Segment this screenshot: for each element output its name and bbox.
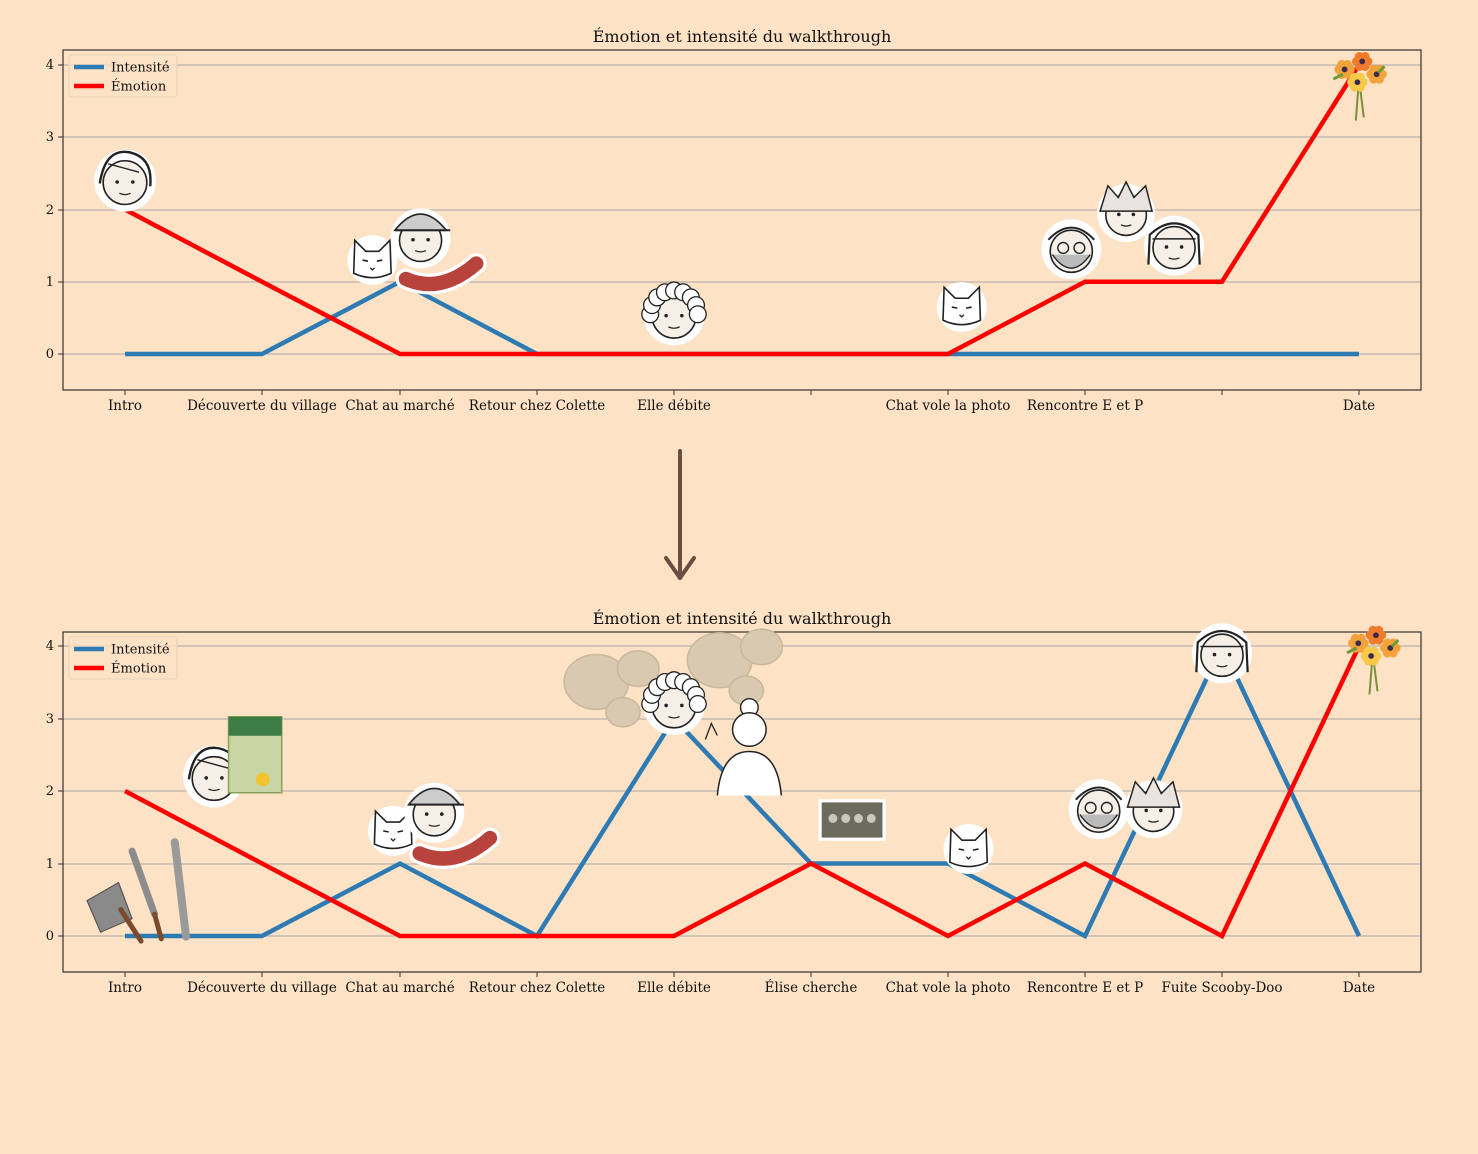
bearded-man-icon [1041, 219, 1102, 280]
x-tick-label: Élise cherche [765, 980, 858, 996]
legend-label: Intensité [111, 61, 170, 76]
y-tick-label: 0 [46, 347, 54, 362]
x-tick-label: Chat au marché [345, 398, 454, 414]
y-tick-label: 1 [46, 857, 54, 872]
x-tick-label: Chat vole la photo [886, 398, 1011, 414]
cat-head-icon [347, 235, 398, 286]
x-tick-label: Chat au marché [345, 980, 454, 996]
x-tick-label: Date [1343, 398, 1375, 414]
y-tick-label: 2 [46, 784, 54, 799]
series-line-emotion [123, 63, 1361, 357]
chart-title: Émotion et intensité du walkthrough [593, 26, 892, 46]
bob-hair-girl-icon [1192, 623, 1252, 684]
y-tick-label: 2 [46, 203, 54, 218]
girl-portrait-icon [94, 149, 156, 212]
y-tick-label: 0 [46, 929, 54, 944]
cat-head-icon [943, 824, 994, 874]
x-tick-label: Chat vole la photo [886, 980, 1011, 996]
x-tick-label: Elle débite [637, 980, 711, 996]
grandma-portrait-icon [641, 671, 707, 735]
cat-head-icon [936, 282, 987, 333]
legend-label: Émotion [111, 661, 167, 677]
x-tick-label: Découverte du village [187, 398, 337, 414]
legend: Intensité Émotion [68, 54, 178, 98]
old-man-cap-icon [390, 208, 451, 269]
sausage-icon [395, 253, 487, 295]
old-photo-icon [818, 799, 886, 841]
y-tick-label: 4 [46, 58, 54, 73]
flower-bouquet-icon [1332, 51, 1387, 121]
series-line-intensite [125, 279, 1359, 357]
legend-label: Intensité [111, 643, 170, 658]
legend: Intensité Émotion [68, 636, 178, 680]
seed-packet-icon [227, 716, 283, 794]
arrow-head [664, 556, 696, 580]
y-tick-label: 4 [46, 639, 54, 654]
series-line-emotion [123, 645, 1362, 940]
down-arrow-icon [664, 449, 696, 580]
spiky-hair-boy-icon [1124, 776, 1183, 839]
y-tick-label: 3 [46, 712, 54, 727]
chart-before: Émotion et intensité du walkthrough 0 1 2 3 4… [46, 26, 1422, 414]
old-man-cap-icon [404, 782, 465, 843]
speech-bubbles-icon [563, 650, 660, 728]
chart-after: Émotion et intensité du walkthrough 0 1 2 3 4… [46, 608, 1422, 996]
bearded-man-icon [1068, 779, 1129, 840]
spiky-hair-boy-icon [1097, 180, 1156, 243]
x-tick-label: Fuite Scooby-Doo [1161, 980, 1282, 996]
plot-frame [62, 631, 1422, 973]
x-tick-label: Retour chez Colette [469, 980, 605, 996]
x-tick-label: Date [1343, 980, 1375, 996]
x-tick-label: Retour chez Colette [469, 398, 605, 414]
bob-hair-girl-icon [1144, 215, 1205, 276]
grandma-portrait-icon [641, 281, 707, 346]
speech-bubbles-icon [686, 628, 784, 706]
plot-frame [62, 49, 1422, 391]
woman-bun-icon [704, 698, 783, 796]
x-tick-label: Rencontre E et P [1027, 398, 1143, 414]
x-tick-label: Intro [108, 980, 142, 996]
mortar-pestle-tools-icon [86, 838, 191, 944]
y-tick-label: 3 [46, 130, 54, 145]
flower-bouquet-icon [1346, 625, 1401, 695]
legend-label: Émotion [111, 79, 167, 95]
chart-title: Émotion et intensité du walkthrough [593, 608, 892, 628]
x-tick-label: Découverte du village [187, 980, 337, 996]
sausage-icon [409, 827, 501, 869]
x-tick-label: Intro [108, 398, 142, 414]
y-tick-label: 1 [46, 275, 54, 290]
x-tick-label: Rencontre E et P [1027, 980, 1143, 996]
x-tick-label: Elle débite [637, 398, 711, 414]
